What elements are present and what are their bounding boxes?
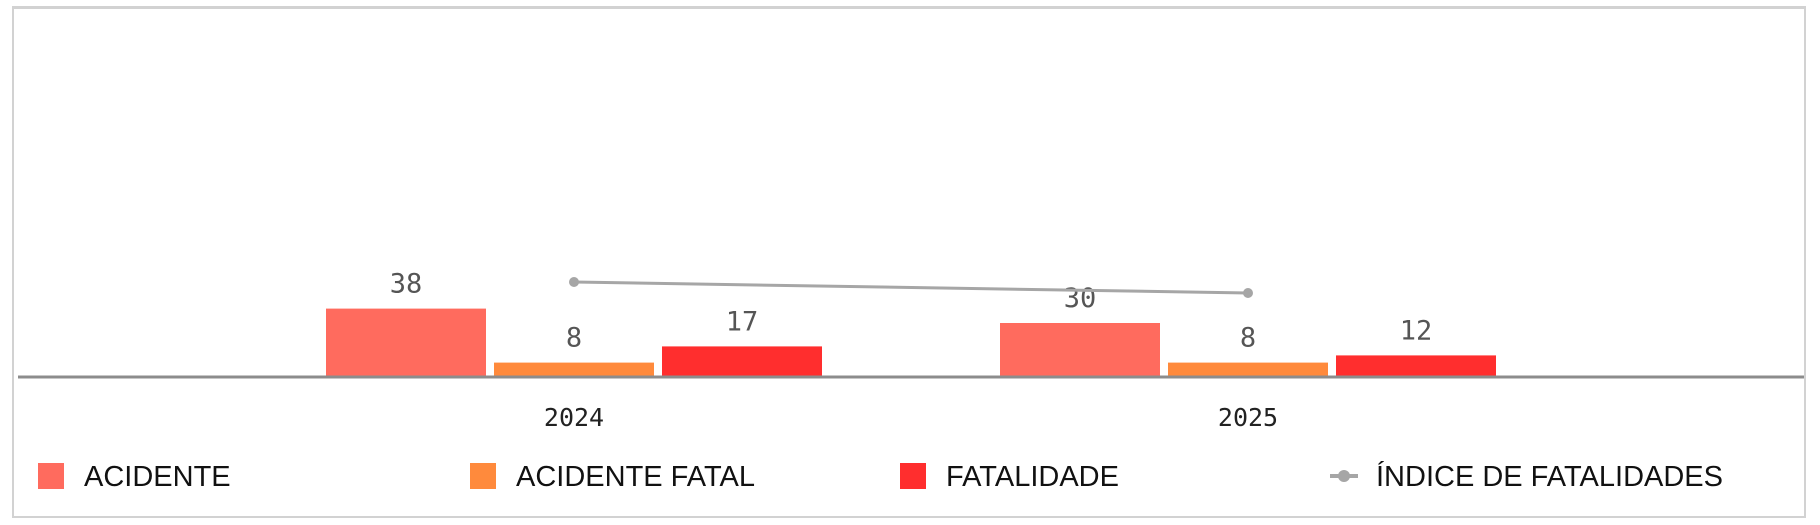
line-point: [569, 277, 579, 287]
x-tick-label: 2024: [544, 403, 604, 432]
legend-line-marker: [1338, 470, 1350, 482]
data-label: 12: [1400, 315, 1433, 346]
data-label: 38: [390, 269, 423, 300]
x-tick-label: 2025: [1218, 403, 1278, 432]
data-label: 30: [1064, 283, 1097, 314]
bar-acidente-2025: [1000, 323, 1160, 377]
bar-fatalidade-2025: [1336, 355, 1496, 377]
legend-item-label: ÍNDICE DE FATALIDADES: [1376, 460, 1723, 493]
legend-swatch: [900, 463, 926, 489]
line-point: [1243, 288, 1253, 298]
data-label: 8: [566, 323, 582, 354]
data-label: 8: [1240, 323, 1256, 354]
legend-item-label: FATALIDADE: [946, 461, 1119, 493]
bar-acidente-2024: [326, 308, 486, 377]
bar-acidente-fatal-2025: [1168, 362, 1328, 377]
legend-swatch: [470, 463, 496, 489]
data-label: 17: [726, 306, 759, 337]
legend-item-label: ACIDENTE: [84, 461, 231, 493]
line-indice-de-fatalidades: [573, 280, 1249, 295]
legend-item-label: ACIDENTE FATAL: [516, 461, 755, 493]
bar-acidente-fatal-2024: [494, 362, 654, 377]
bar-fatalidade-2024: [662, 346, 822, 377]
legend-swatch: [38, 463, 64, 489]
